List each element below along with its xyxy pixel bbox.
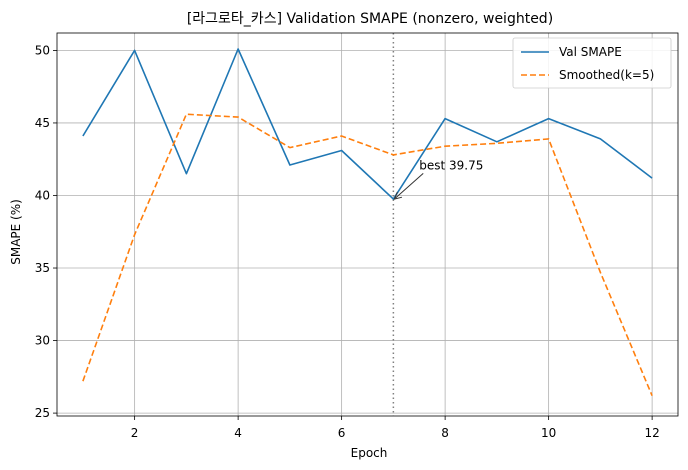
annotation-arrow-head [393,191,403,200]
x-tick-label: 8 [441,426,449,440]
y-tick-label: 45 [35,116,50,130]
y-tick-label: 40 [35,188,50,202]
chart-title: [라그로타_카스] Validation SMAPE (nonzero, wei… [187,11,553,27]
x-tick-label: 6 [338,426,346,440]
x-tick-label: 2 [131,426,139,440]
annotation-text: best 39.75 [419,158,483,172]
smoothed-line [82,113,653,397]
plot-frame [56,32,679,417]
y-tick-label: 25 [35,406,50,420]
x-tick-label: 4 [234,426,242,440]
x-tick-label: 10 [541,426,556,440]
series-lines [82,48,653,397]
x-axis-label: Epoch [351,446,388,460]
y-tick-label: 50 [35,43,50,57]
grid-lines [57,33,678,416]
y-axis-label: SMAPE (%) [9,199,23,265]
legend-label: Smoothed(k=5) [559,68,654,82]
best-annotation: best 39.75 [393,158,483,200]
legend-box [512,37,672,89]
y-tick-label: 35 [35,261,50,275]
y-tick-label: 30 [35,334,50,348]
annotation-arrow-line [395,172,424,199]
x-tick-label: 12 [644,426,659,440]
val-smape-line [82,48,653,200]
axis-ticks: 2 4 6 8 10 12 25 30 35 40 45 50 [35,43,660,440]
legend-label: Val SMAPE [559,45,622,59]
legend: Val SMAPE Smoothed(k=5) [512,37,672,89]
